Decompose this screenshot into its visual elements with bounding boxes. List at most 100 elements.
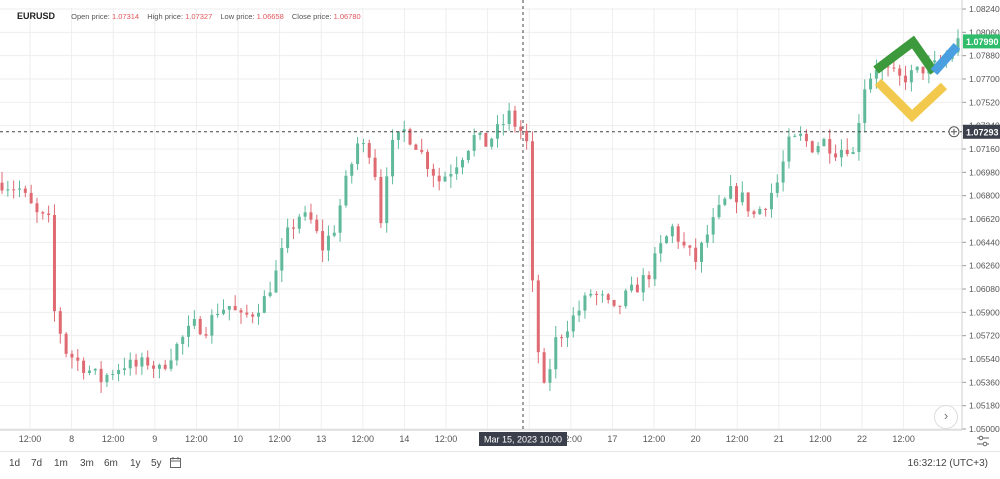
candle-body (408, 129, 412, 145)
candle-body (175, 343, 179, 361)
timeframe-5y[interactable]: 5y (151, 458, 162, 469)
y-tick-label: 1.06980 (969, 167, 1000, 177)
timeframe-1d[interactable]: 1d (9, 458, 21, 469)
candle-body (863, 89, 867, 123)
candle-body (414, 144, 418, 150)
candle-body (665, 236, 669, 244)
candle-body (484, 132, 488, 147)
y-tick-label: 1.05720 (969, 331, 1000, 341)
timeframe-1y[interactable]: 1y (130, 458, 141, 469)
calendar-icon[interactable] (170, 457, 181, 468)
candle-body (64, 333, 68, 354)
y-tick-label: 1.08240 (969, 4, 1000, 14)
candle-body (565, 331, 569, 338)
candle-body (583, 295, 587, 311)
crosshair-time-box (479, 432, 567, 446)
x-tick-label: 12:00 (352, 434, 375, 444)
close-price-label: Close price: (291, 12, 332, 21)
x-tick-label: 12:00 (643, 434, 666, 444)
candle-body (350, 164, 354, 176)
timeframe-6m[interactable]: 6m (104, 458, 118, 469)
last-price-label: 1.07990 (966, 37, 999, 47)
high-price-value: 1.07327 (185, 12, 213, 21)
candle-body (373, 157, 377, 177)
candle-body (0, 182, 4, 191)
candle-body (6, 189, 10, 191)
candle-body (729, 186, 733, 199)
timeframe-1m[interactable]: 1m (54, 458, 68, 469)
candle-body (560, 337, 564, 339)
candle-body (82, 360, 86, 373)
candle-body (816, 146, 820, 153)
candle-body (606, 294, 610, 300)
candle-body (455, 167, 459, 174)
candle-body (804, 133, 808, 142)
x-tick-label: 10 (233, 434, 243, 444)
candle-body (717, 204, 721, 218)
candle-body (309, 212, 313, 220)
candle-body (478, 132, 482, 136)
candle-body (76, 357, 80, 361)
y-tick-label: 1.07520 (969, 97, 1000, 107)
symbol-label: EURUSD (17, 11, 56, 21)
x-tick-label: 12:00 (102, 434, 125, 444)
candle-body (834, 153, 838, 158)
open-price-label: Open price: (71, 12, 110, 21)
candle-body (315, 219, 319, 232)
candle-body (105, 374, 109, 383)
candle-body (344, 175, 348, 206)
timeframe-3m[interactable]: 3m (80, 458, 94, 469)
candle-body (443, 176, 447, 182)
low-price-label: Low price: (220, 12, 255, 21)
candle-body (233, 306, 237, 311)
x-tick-label: 12:00 (435, 434, 458, 444)
open-price-value: 1.07314 (111, 12, 140, 21)
candle-body (461, 160, 465, 168)
high-price-label: High price: (147, 12, 184, 21)
candle-body (379, 176, 383, 224)
candle-body (210, 315, 214, 336)
timeframe-7d[interactable]: 7d (31, 458, 43, 469)
y-tick-label: 1.08060 (969, 27, 1000, 37)
y-tick-label: 1.06260 (969, 261, 1000, 271)
candle-body (740, 192, 744, 203)
candle-body (659, 243, 663, 254)
x-tick-label: 8 (69, 434, 74, 444)
candle-body (466, 150, 470, 161)
candle-body (431, 168, 435, 176)
candle-body (898, 68, 902, 76)
candle-body (396, 131, 400, 140)
candle-body (198, 318, 202, 335)
candle-body (280, 248, 284, 271)
settings-sliders-icon[interactable] (976, 435, 990, 447)
scroll-right-button[interactable]: › (934, 405, 958, 429)
y-tick-label: 1.05180 (969, 401, 1000, 411)
candle-body (472, 135, 476, 151)
candle-body (29, 192, 33, 204)
candle-body (146, 357, 150, 366)
x-tick-label: 12:00 (892, 434, 915, 444)
x-tick-label: 9 (152, 434, 157, 444)
y-tick-label: 1.06080 (969, 284, 1000, 294)
candle-body (274, 270, 278, 293)
candle-body (361, 143, 365, 145)
candle-body (851, 151, 855, 155)
candle-body (548, 369, 552, 383)
candle-body (70, 353, 74, 358)
candle-body (554, 337, 558, 370)
candle-body (426, 151, 430, 169)
candle-body (152, 365, 156, 369)
candle-body (52, 215, 56, 312)
candle-body (781, 161, 785, 183)
candle-body (676, 226, 680, 242)
candle-body (157, 364, 161, 369)
candle-body (303, 212, 307, 217)
x-tick-label: 12:00 (726, 434, 749, 444)
crosshair-price-label: 1.07293 (966, 127, 999, 137)
y-tick-label: 1.05540 (969, 354, 1000, 364)
x-tick-label: 12:00 (185, 434, 208, 444)
candle-body (507, 110, 511, 125)
candle-body (297, 216, 301, 229)
